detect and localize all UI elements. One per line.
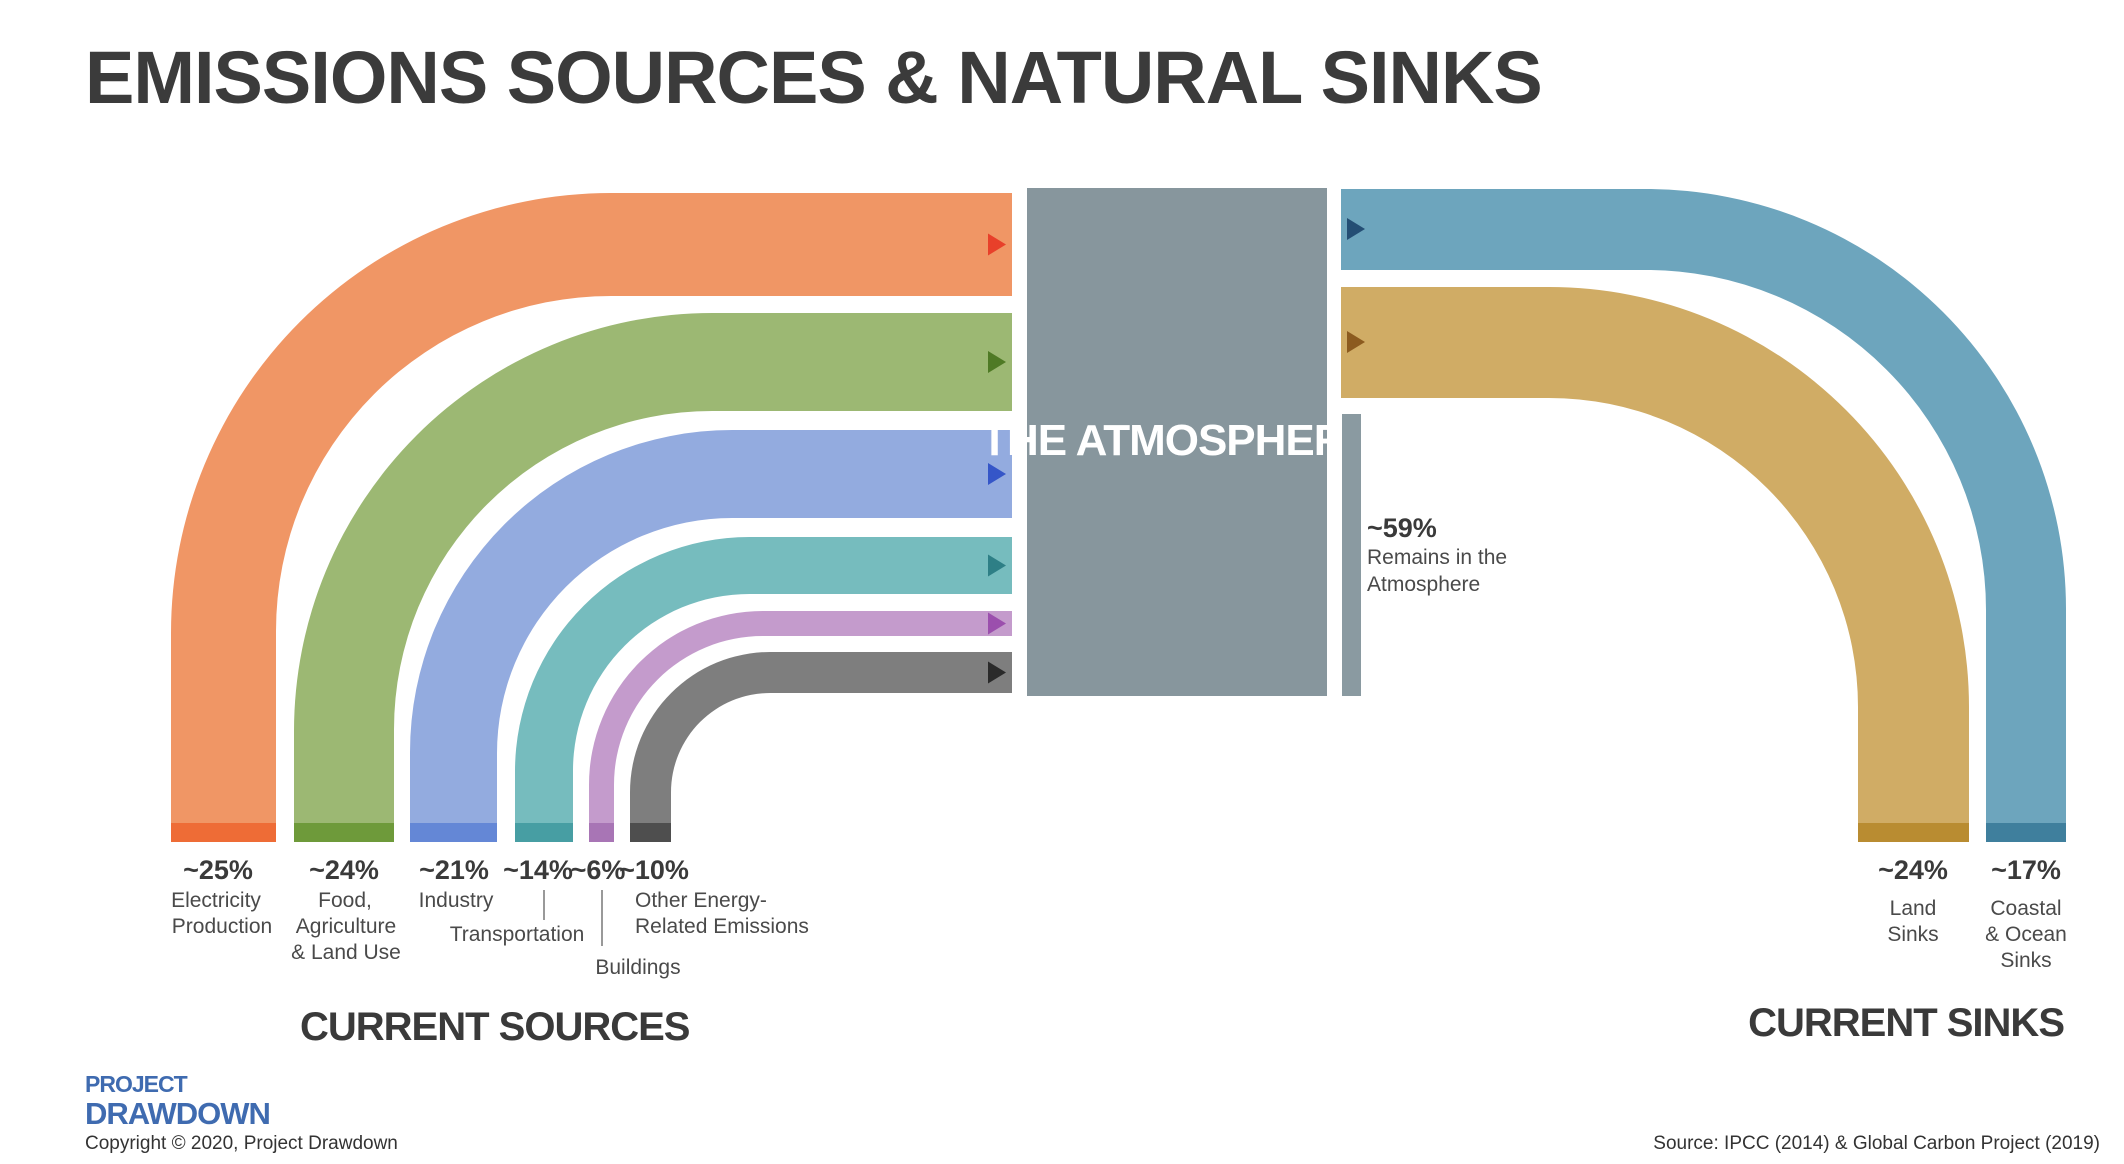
label-food-3: & Land Use: [291, 941, 401, 964]
arrow-industry: [988, 463, 1006, 485]
source-flow-food: [294, 313, 1012, 823]
label-coastal-2: & Ocean: [1985, 923, 2067, 946]
source-base-food: [294, 823, 394, 842]
logo-drawdown: DRAWDOWN: [85, 1096, 270, 1131]
source-flow-electricity: [171, 193, 1012, 823]
source-base-electricity: [171, 823, 276, 842]
atmosphere-label: THE ATMOSPHERE: [981, 416, 1373, 465]
pct-industry: ~21%: [419, 855, 489, 885]
label-food-1: Food,: [318, 889, 372, 912]
arrow-buildings: [988, 612, 1006, 635]
page-title: EMISSIONS SOURCES & NATURAL SINKS: [85, 36, 1542, 119]
remains-label-line-1: Remains in the: [1367, 546, 1507, 569]
source-base-other-energy: [630, 823, 671, 842]
arrow-food: [988, 351, 1006, 373]
label-buildings: Buildings: [595, 956, 680, 979]
arrow-electricity: [988, 233, 1006, 256]
source-flow-industry: [410, 430, 1012, 823]
current-sinks-header: CURRENT SINKS: [1748, 1001, 2064, 1045]
pct-other-energy: ~10%: [619, 855, 689, 885]
source-base-buildings: [589, 823, 614, 842]
label-other-energy-1: Other Energy-: [635, 889, 767, 912]
label-food-2: Agriculture: [296, 915, 396, 938]
remains-label-line-2: Atmosphere: [1367, 573, 1480, 596]
copyright: Copyright © 2020, Project Drawdown: [85, 1133, 398, 1154]
sink-flows: [1341, 189, 2066, 842]
label-coastal-3: Sinks: [2000, 949, 2051, 972]
source-base-industry: [410, 823, 497, 842]
pct-food: ~24%: [309, 855, 379, 885]
source-citation: Source: IPCC (2014) & Global Carbon Proj…: [1653, 1133, 2100, 1154]
label-industry: Industry: [419, 889, 494, 912]
arrow-land: [1347, 331, 1365, 353]
current-sources-header: CURRENT SOURCES: [300, 1005, 690, 1049]
pct-transportation: ~14%: [503, 855, 573, 885]
pct-coastal-ocean: ~17%: [1991, 855, 2061, 885]
sink-base-land: [1858, 823, 1969, 842]
sink-flow-coastal-ocean: [1341, 189, 2066, 823]
label-coastal-1: Coastal: [1990, 897, 2061, 920]
source-base-transportation: [515, 823, 573, 842]
label-transportation: Transportation: [450, 923, 585, 946]
sink-base-coastal-ocean: [1986, 823, 2066, 842]
arrow-transportation: [988, 554, 1006, 577]
source-flows: [171, 193, 1012, 842]
label-electricity-1: Electricity: [171, 889, 261, 912]
pct-land-sinks: ~24%: [1878, 855, 1948, 885]
pct-electricity: ~25%: [183, 855, 253, 885]
sink-flow-land: [1341, 287, 1969, 823]
arrow-coastal-ocean: [1347, 218, 1365, 240]
logo-project: PROJECT: [85, 1071, 188, 1097]
pct-buildings: ~6%: [571, 855, 626, 885]
sink-labels: ~24% Land Sinks ~17% Coastal & Ocean Sin…: [1878, 855, 2067, 972]
remains-pct: ~59%: [1367, 513, 1437, 543]
label-land-sinks-1: Land: [1890, 897, 1937, 920]
remains-bar: [1342, 414, 1361, 696]
atmosphere-block: [1027, 188, 1327, 696]
source-flow-buildings: [589, 611, 1012, 823]
label-land-sinks-2: Sinks: [1887, 923, 1938, 946]
source-flow-other-energy: [630, 652, 1012, 823]
label-electricity-2: Production: [172, 915, 272, 938]
arrow-other-energy: [988, 661, 1006, 684]
source-labels: ~25% Electricity Production ~24% Food, A…: [171, 855, 809, 979]
source-flow-transportation: [515, 537, 1012, 823]
label-other-energy-2: Related Emissions: [635, 915, 809, 938]
